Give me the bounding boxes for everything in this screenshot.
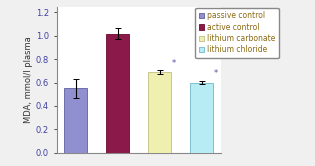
Bar: [64, 88, 87, 153]
Legend: passive control, active control, lithium carbonate, lithium chloride: passive control, active control, lithium…: [195, 7, 279, 58]
Text: *: *: [213, 69, 218, 78]
Bar: [190, 83, 213, 153]
Text: *: *: [171, 59, 175, 68]
Bar: [106, 34, 129, 153]
Y-axis label: MDA, mmol/l plasma: MDA, mmol/l plasma: [24, 36, 33, 123]
Bar: [148, 72, 171, 153]
